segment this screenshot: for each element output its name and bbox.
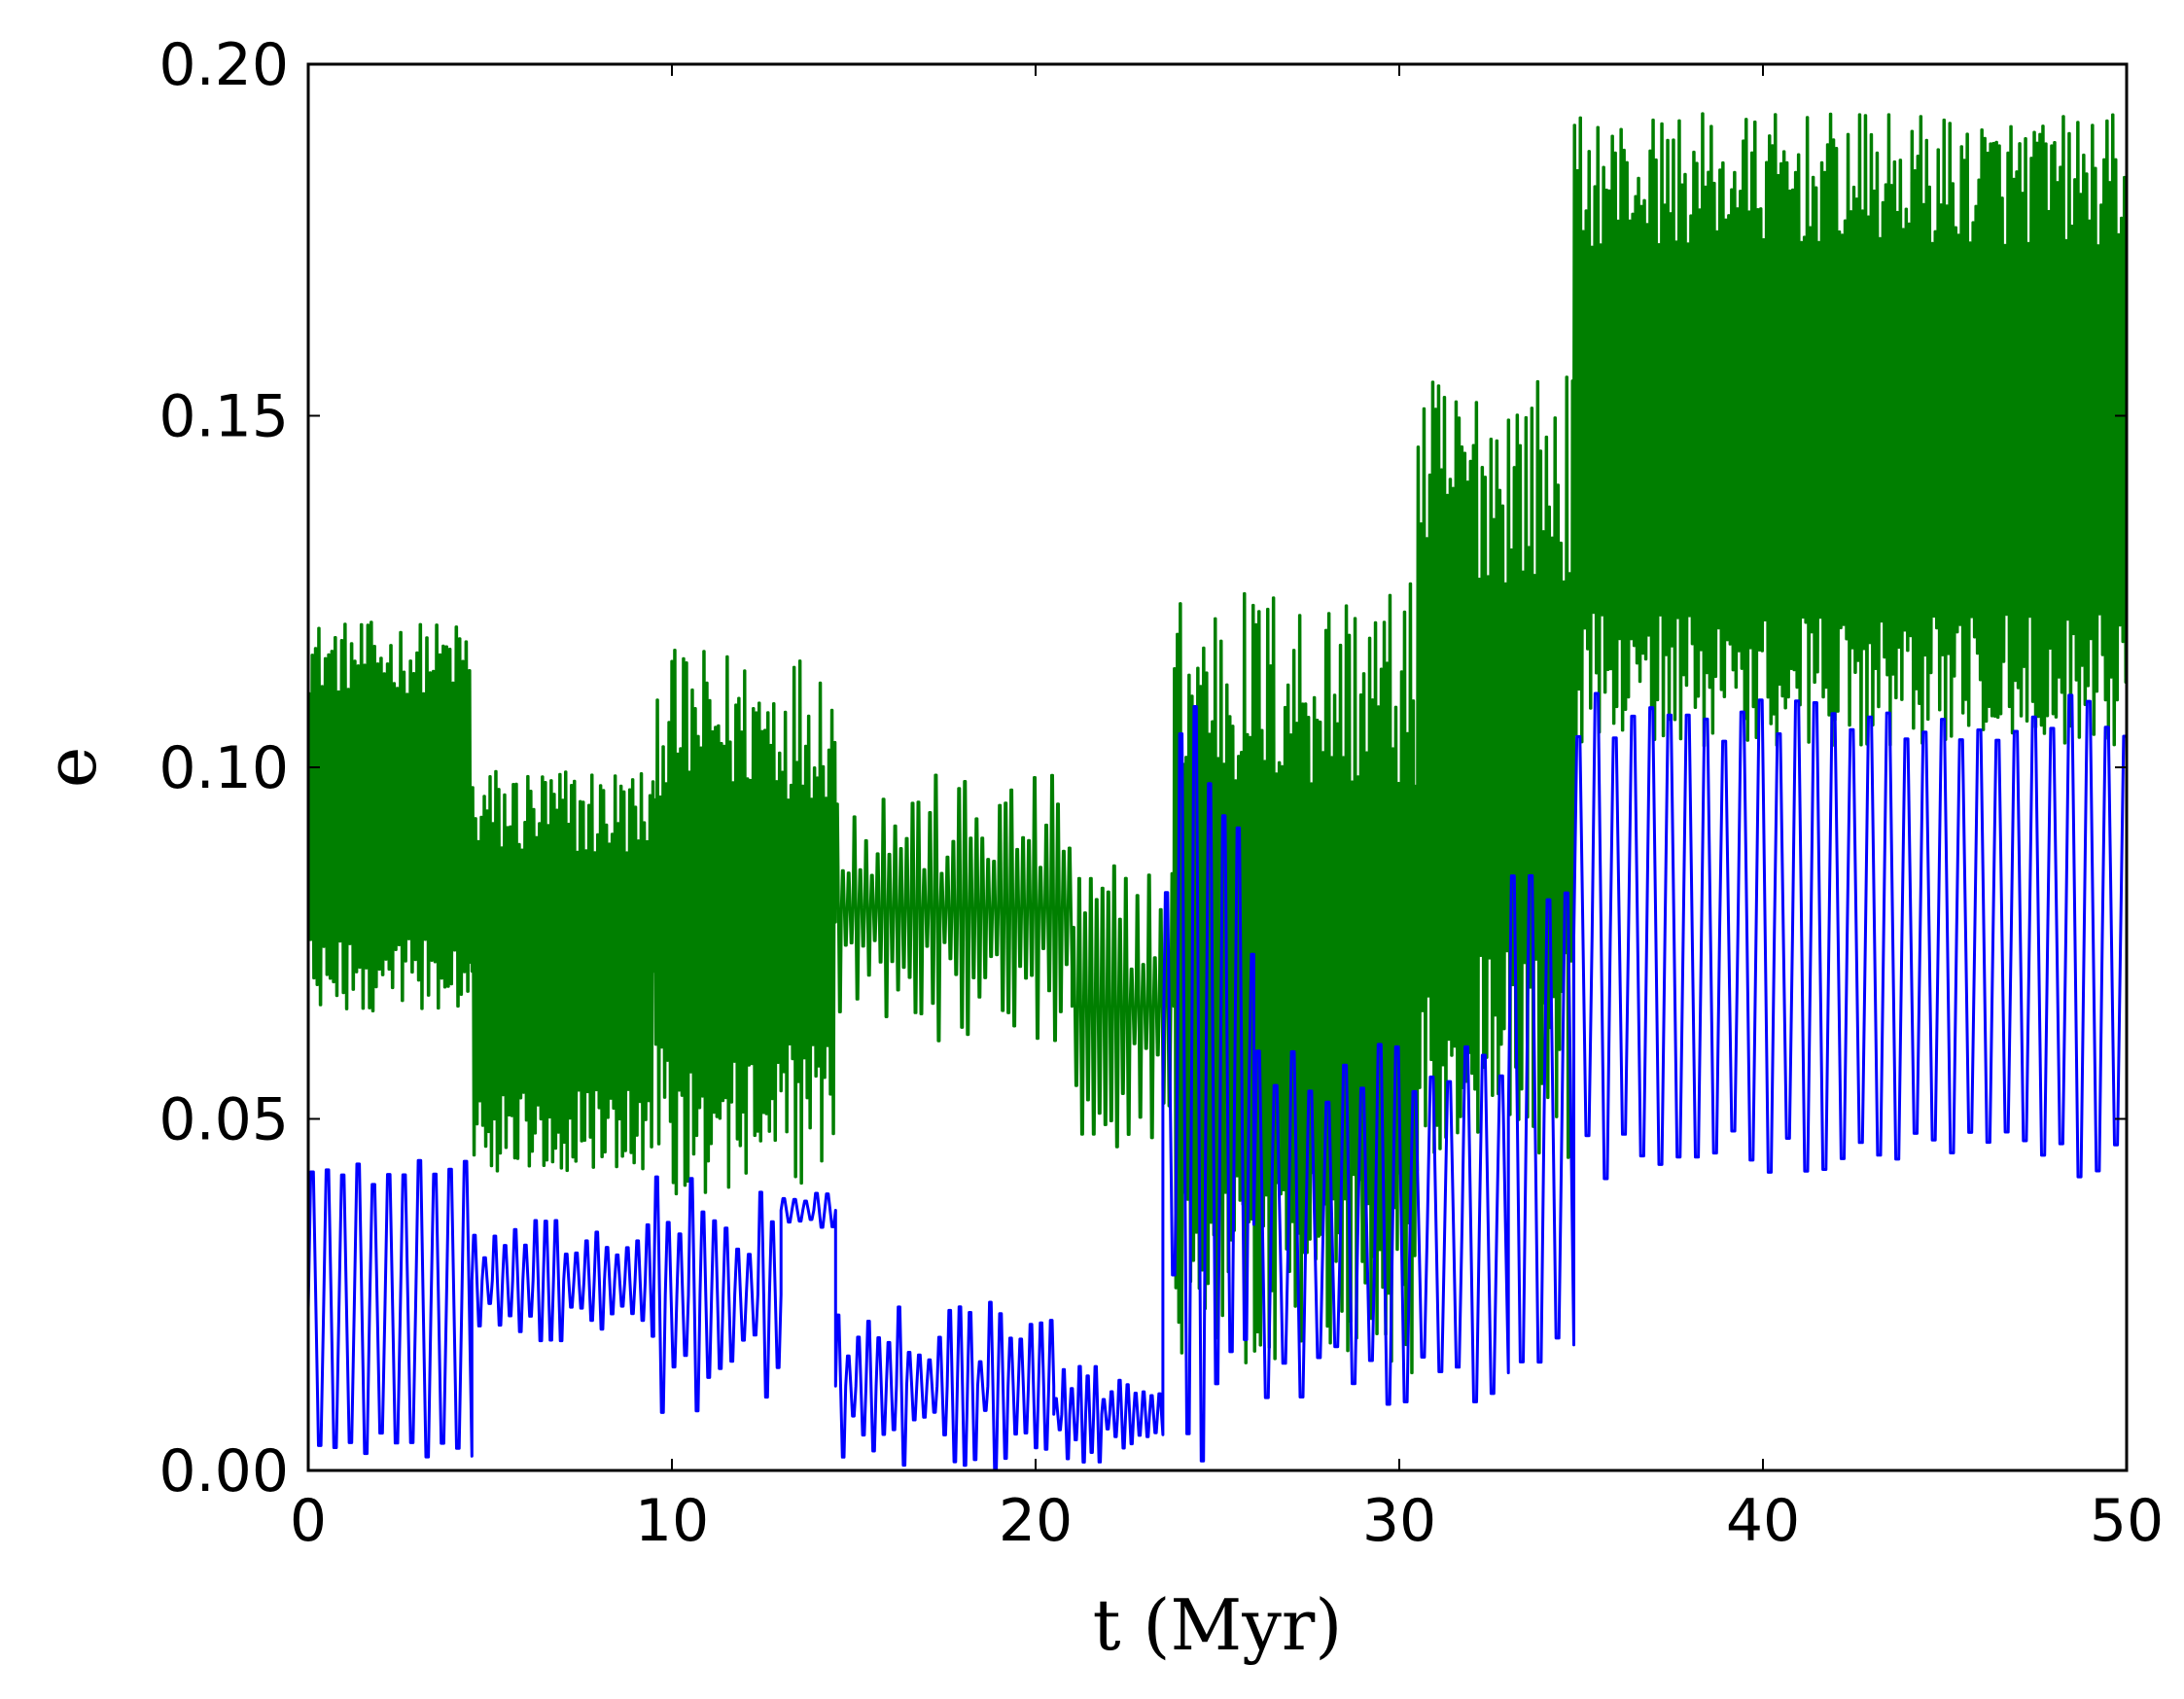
x-tick-label: 50 [2090, 1487, 2164, 1555]
y-tick-label: 0.15 [159, 383, 289, 451]
y-tick-label: 0.05 [159, 1086, 289, 1154]
y-tick-label: 0.00 [159, 1437, 289, 1505]
x-tick-label: 20 [999, 1487, 1073, 1555]
x-tick-label: 40 [1726, 1487, 1800, 1555]
series-line-1 [308, 112, 2127, 1375]
x-axis-label: t (Myr) [1093, 1584, 1343, 1666]
x-tick-label: 0 [290, 1487, 327, 1555]
series-line-2 [308, 691, 2127, 1470]
y-axis-label: e [30, 747, 112, 789]
y-tick-label: 0.20 [159, 31, 289, 99]
x-tick-label: 30 [1362, 1487, 1436, 1555]
series-layer [308, 112, 2127, 1470]
tick-layer: 0 10 20 30 40 50 0.00 0.05 0.10 0.15 0.20 [159, 31, 2164, 1555]
y-tick-label: 0.10 [159, 734, 289, 802]
x-tick-label: 10 [635, 1487, 709, 1555]
